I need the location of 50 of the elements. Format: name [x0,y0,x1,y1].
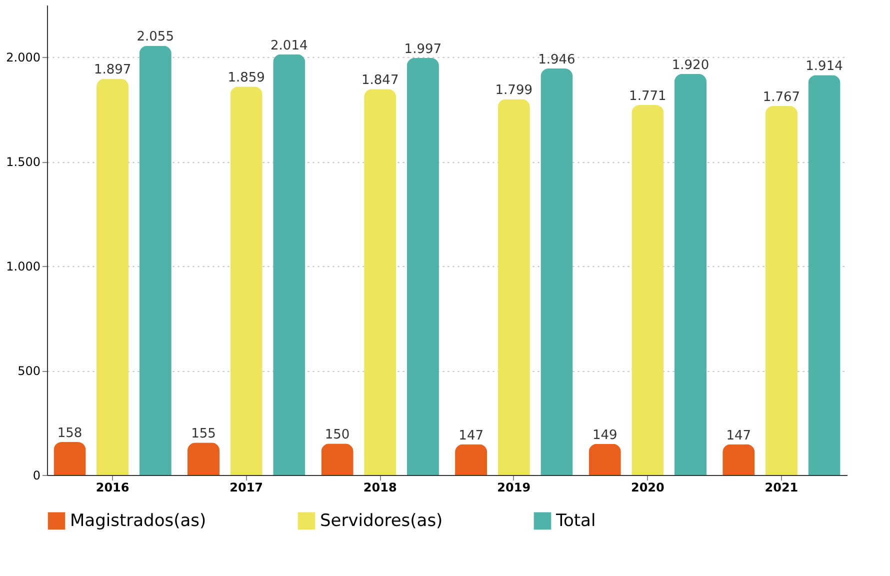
data-label: 1.997 [404,42,442,57]
x-tick-label: 2019 [497,480,531,494]
data-label: 1.847 [362,73,399,88]
data-label: 1.946 [538,52,576,68]
y-tick-label: 1.000 [6,260,40,274]
bar [765,106,798,475]
legend-label: Servidores(as) [320,510,443,531]
x-tick-label: 2018 [363,480,397,494]
data-label: 149 [592,428,618,443]
y-tick-label: 0 [32,468,40,482]
x-tick-label: 2021 [764,480,798,494]
bar [364,89,396,475]
bar [230,86,262,475]
bar [96,78,129,475]
bar [498,99,530,475]
data-label: 1.859 [228,70,265,86]
bar [273,54,306,475]
data-label: 2.014 [270,38,308,54]
data-label: 1.920 [672,58,710,73]
data-label: 147 [458,428,484,444]
bar [540,68,573,475]
data-label: 150 [324,428,350,443]
bar [54,442,86,475]
bar [455,444,488,475]
data-label: 1.799 [495,83,532,98]
bar [139,46,172,475]
bar [187,442,220,475]
data-label: 1.767 [762,90,800,105]
data-label: 158 [57,426,82,441]
data-label: 1.914 [806,59,843,74]
bar [632,105,664,475]
data-label: 1.771 [629,89,666,104]
bar [722,444,755,475]
bar [406,58,439,475]
bar [674,74,707,475]
legend-label: Magistrados(as) [70,510,206,531]
y-tick-label: 2.000 [6,50,40,65]
data-label: 155 [191,426,216,442]
bar [321,444,354,475]
y-tick-label: 500 [18,364,40,378]
bar [588,444,621,475]
x-tick-label: 2016 [96,480,130,494]
bar [808,75,840,475]
data-label: 2.055 [136,30,174,45]
data-label: 147 [726,428,752,444]
legend-label: Total [555,510,596,531]
y-tick-label: 1.500 [6,155,40,170]
data-label: 1.897 [94,62,132,78]
x-tick-label: 2020 [630,480,664,494]
x-tick-label: 2017 [230,480,264,494]
